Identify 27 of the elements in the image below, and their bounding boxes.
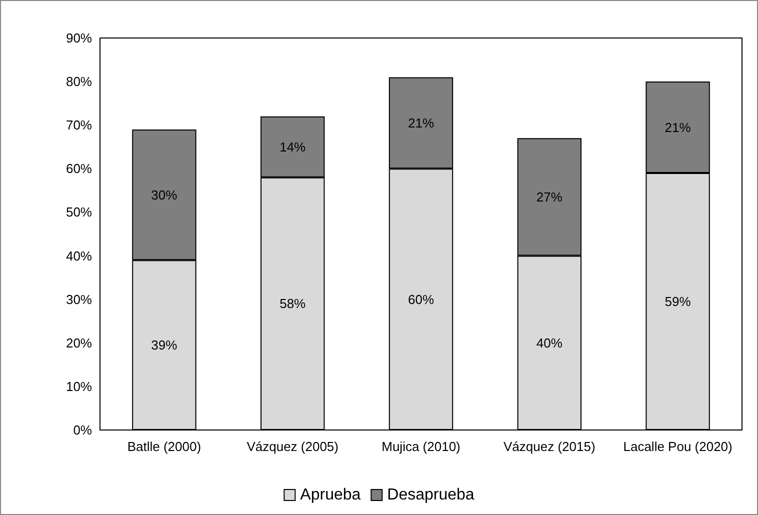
legend-label: Desaprueba [387, 486, 474, 504]
x-tick-label: Batlle (2000) [127, 439, 202, 454]
data-label: 21% [408, 115, 434, 130]
y-tick-label: 50% [66, 204, 92, 220]
data-label: 39% [151, 338, 178, 353]
y-tick-label: 40% [66, 248, 92, 264]
data-label: 30% [151, 187, 178, 202]
data-label: 40% [536, 335, 563, 350]
y-tick-label: 70% [66, 118, 92, 133]
x-tick-label: Mujica (2010) [382, 439, 460, 454]
y-tick-label: 30% [66, 292, 92, 307]
data-label: 59% [664, 294, 692, 310]
y-tick-label: 80% [66, 74, 92, 90]
x-tick-label: Lacalle Pou (2020) [623, 439, 732, 454]
y-tick-label: 90% [66, 30, 92, 46]
x-tick-label: Vázquez (2005) [246, 439, 338, 454]
legend-label: Aprueba [300, 486, 361, 504]
y-tick-label: 60% [66, 161, 92, 176]
x-tick-label: Vázquez (2015) [504, 439, 596, 454]
y-tick-label: 0% [73, 422, 92, 438]
y-tick-label: 20% [66, 335, 92, 350]
data-label: 27% [536, 189, 563, 204]
data-label: 60% [408, 292, 434, 307]
data-label: 21% [664, 120, 692, 135]
data-label: 58% [280, 296, 306, 312]
y-tick-label: 10% [66, 378, 92, 394]
data-label: 14% [280, 139, 306, 154]
